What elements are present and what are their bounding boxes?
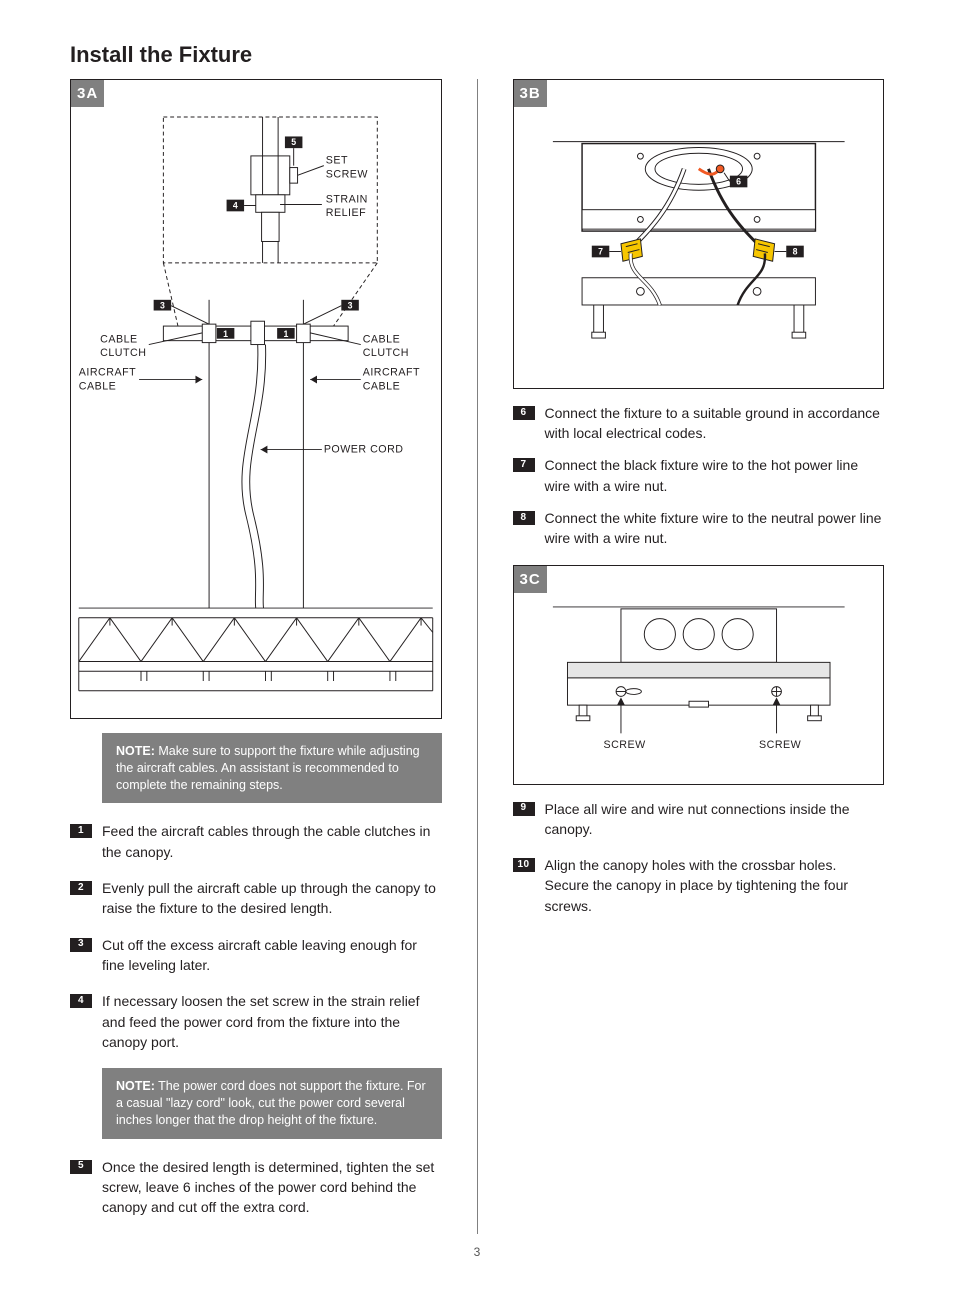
svg-text:CLUTCH: CLUTCH xyxy=(363,347,409,359)
figure-3a-svg: SET SCREW 5 STRAIN RELIEF 4 xyxy=(71,80,441,718)
step-2-num: 2 xyxy=(70,881,92,895)
svg-text:5: 5 xyxy=(291,137,296,147)
svg-text:1: 1 xyxy=(223,329,228,339)
step-4: 4 If necessary loosen the set screw in th… xyxy=(70,991,442,1052)
step-8: 8 Connect the white fixture wire to the n… xyxy=(513,508,885,549)
step-6: 6 Connect the fixture to a suitable groun… xyxy=(513,403,885,444)
step-2: 2 Evenly pull the aircraft cable up throu… xyxy=(70,878,442,919)
step-4-text: If necessary loosen the set screw in the… xyxy=(102,991,442,1052)
right-steps-6-8: 6 Connect the fixture to a suitable groun… xyxy=(513,403,885,549)
svg-text:CABLE: CABLE xyxy=(100,333,137,345)
step-1-num: 1 xyxy=(70,824,92,838)
step-1-text: Feed the aircraft cables through the cab… xyxy=(102,821,442,862)
svg-text:6: 6 xyxy=(736,176,741,186)
svg-text:1: 1 xyxy=(283,329,288,339)
step-10-text: Align the canopy holes with the crossbar… xyxy=(545,855,885,916)
svg-text:8: 8 xyxy=(792,246,797,256)
svg-text:SCREW: SCREW xyxy=(603,739,646,751)
svg-text:RELIEF: RELIEF xyxy=(326,207,366,219)
svg-text:STRAIN: STRAIN xyxy=(326,193,368,205)
step-6-num: 6 xyxy=(513,406,535,420)
step-9-text: Place all wire and wire nut connections … xyxy=(545,799,885,840)
step-7-num: 7 xyxy=(513,458,535,472)
svg-text:CLUTCH: CLUTCH xyxy=(100,347,146,359)
step-3-num: 3 xyxy=(70,938,92,952)
step-4-num: 4 xyxy=(70,994,92,1008)
step-5-num: 5 xyxy=(70,1160,92,1174)
note-2-text: The power cord does not support the fixt… xyxy=(116,1079,426,1127)
figure-3b: 3B xyxy=(513,79,885,389)
column-divider xyxy=(477,79,478,1234)
note-1: NOTE: Make sure to support the fixture w… xyxy=(102,733,442,804)
step-8-text: Connect the white fixture wire to the ne… xyxy=(545,508,885,549)
step-9: 9 Place all wire and wire nut connections… xyxy=(513,799,885,840)
svg-text:SET: SET xyxy=(326,154,348,166)
screw-right xyxy=(771,686,781,696)
svg-text:4: 4 xyxy=(233,200,238,210)
note-2-bold: NOTE: xyxy=(116,1079,155,1093)
note-1-text: Make sure to support the fixture while a… xyxy=(116,744,420,792)
right-steps-9-10: 9 Place all wire and wire nut connections… xyxy=(513,799,885,916)
note-1-bold: NOTE: xyxy=(116,744,155,758)
page-number: 3 xyxy=(70,1244,884,1261)
two-column-layout: 3A SET SCREW 5 xyxy=(70,79,884,1234)
step-8-num: 8 xyxy=(513,511,535,525)
step-5-text: Once the desired length is determined, t… xyxy=(102,1157,442,1218)
step-3: 3 Cut off the excess aircraft cable leavi… xyxy=(70,935,442,976)
step-1: 1 Feed the aircraft cables through the ca… xyxy=(70,821,442,862)
page-title: Install the Fixture xyxy=(70,40,884,71)
left-steps-1-4: 1 Feed the aircraft cables through the ca… xyxy=(70,821,442,1052)
figure-3a: 3A SET SCREW 5 xyxy=(70,79,442,719)
step-7-text: Connect the black fixture wire to the ho… xyxy=(545,455,885,496)
step-2-text: Evenly pull the aircraft cable up throug… xyxy=(102,878,442,919)
svg-text:CABLE: CABLE xyxy=(363,380,400,392)
figure-3b-svg: 6 7 8 xyxy=(514,80,884,388)
figure-3c-tag: 3C xyxy=(514,566,547,593)
svg-text:3: 3 xyxy=(348,300,353,310)
svg-text:POWER CORD: POWER CORD xyxy=(324,443,404,455)
figure-3a-tag: 3A xyxy=(71,80,104,107)
svg-text:3: 3 xyxy=(160,300,165,310)
step-6-text: Connect the fixture to a suitable ground… xyxy=(545,403,885,444)
svg-text:CABLE: CABLE xyxy=(79,380,116,392)
right-column: 3B xyxy=(513,79,885,1234)
left-column: 3A SET SCREW 5 xyxy=(70,79,442,1234)
svg-text:AIRCRAFT: AIRCRAFT xyxy=(79,366,136,378)
step-10: 10 Align the canopy holes with the crossb… xyxy=(513,855,885,916)
svg-text:SCREW: SCREW xyxy=(326,168,369,180)
svg-text:CABLE: CABLE xyxy=(363,333,400,345)
note-2: NOTE: The power cord does not support th… xyxy=(102,1068,442,1139)
step-5: 5 Once the desired length is determined, … xyxy=(70,1157,442,1218)
step-3-text: Cut off the excess aircraft cable leavin… xyxy=(102,935,442,976)
figure-3b-tag: 3B xyxy=(514,80,547,107)
svg-text:7: 7 xyxy=(598,246,603,256)
figure-3c: 3C xyxy=(513,565,885,785)
left-step-5: 5 Once the desired length is determined, … xyxy=(70,1157,442,1218)
step-7: 7 Connect the black fixture wire to the h… xyxy=(513,455,885,496)
svg-text:AIRCRAFT: AIRCRAFT xyxy=(363,366,420,378)
step-10-num: 10 xyxy=(513,858,535,872)
svg-text:SCREW: SCREW xyxy=(759,739,802,751)
figure-3c-svg: SCREW SCREW xyxy=(514,566,884,784)
step-9-num: 9 xyxy=(513,802,535,816)
